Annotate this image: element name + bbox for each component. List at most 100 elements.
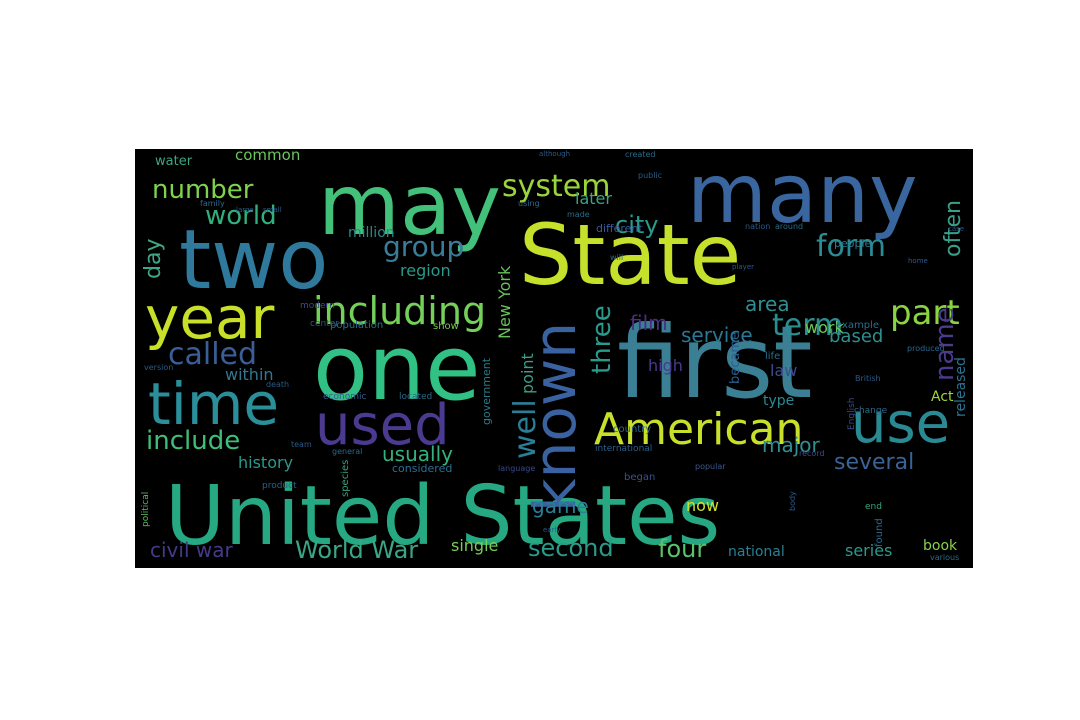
word-new-york: New York bbox=[495, 265, 514, 339]
word-people: people bbox=[834, 237, 872, 250]
word-used: used bbox=[315, 393, 450, 458]
word-record: record bbox=[799, 449, 825, 458]
word-example: example bbox=[836, 320, 879, 331]
word-major: major bbox=[762, 433, 821, 457]
word-case: case bbox=[948, 225, 964, 233]
word-name: name bbox=[930, 307, 960, 381]
word-cloud: United States State first many one two may know… bbox=[135, 149, 973, 568]
word-political: political bbox=[141, 492, 151, 527]
word-around: around bbox=[775, 222, 803, 231]
word-will: will bbox=[610, 253, 623, 262]
word-later: later bbox=[575, 189, 612, 208]
word-various: various bbox=[930, 553, 959, 562]
word-law: law bbox=[770, 361, 797, 380]
word-act: Act bbox=[931, 389, 954, 405]
word-point: point bbox=[518, 353, 537, 394]
word-may: may bbox=[318, 156, 501, 254]
word-early: early bbox=[543, 526, 561, 534]
word-series: series bbox=[845, 541, 892, 560]
word-body: body bbox=[788, 491, 797, 511]
word-common: common bbox=[235, 149, 300, 164]
word-family: family bbox=[200, 199, 225, 208]
word-became: became bbox=[728, 332, 743, 384]
word-usually: usually bbox=[382, 442, 453, 466]
word-city: city bbox=[615, 211, 658, 239]
word-work: work bbox=[805, 318, 844, 337]
word-british: British bbox=[855, 374, 881, 383]
word-game: game bbox=[532, 494, 589, 518]
word-end: end bbox=[865, 502, 882, 512]
word-made: made bbox=[567, 210, 590, 219]
word-species: species bbox=[340, 460, 351, 497]
word-economic: economic bbox=[323, 392, 366, 402]
word-type: type bbox=[763, 393, 794, 409]
word-well: well bbox=[508, 399, 543, 459]
word-nation: nation bbox=[745, 222, 770, 231]
word-three: three bbox=[587, 305, 617, 374]
word-found: found bbox=[874, 518, 885, 547]
word-cloud-background bbox=[135, 149, 973, 568]
word-number: number bbox=[152, 175, 254, 205]
word-small: small bbox=[263, 206, 282, 214]
word-area: area bbox=[745, 292, 790, 316]
word-known: known bbox=[521, 322, 589, 512]
word-considered: considered bbox=[392, 462, 452, 475]
word-group: group bbox=[383, 230, 464, 263]
word-created: created bbox=[625, 150, 655, 159]
word-million: million bbox=[348, 225, 395, 241]
word-general: general bbox=[332, 447, 362, 456]
word-water: water bbox=[155, 154, 193, 169]
word-team: team bbox=[291, 440, 312, 449]
word-term: term bbox=[772, 308, 843, 343]
word-civil-war: civil war bbox=[150, 538, 233, 562]
word-although: although bbox=[539, 150, 570, 158]
word-modern: modern bbox=[300, 301, 335, 311]
word-within: within bbox=[225, 365, 274, 384]
word-death: death bbox=[266, 380, 289, 389]
word-service: service bbox=[681, 323, 753, 347]
word-center: center bbox=[310, 319, 339, 329]
word-include: include bbox=[146, 426, 240, 456]
word-produced: produced bbox=[907, 344, 945, 353]
word-language: language bbox=[498, 464, 535, 473]
word-product: product bbox=[262, 481, 297, 491]
word-public: public bbox=[638, 171, 662, 180]
word-history: history bbox=[238, 453, 293, 472]
word-single: single bbox=[451, 536, 498, 555]
word-country: country bbox=[613, 424, 651, 435]
word-national: national bbox=[728, 544, 785, 560]
word-one: one bbox=[313, 316, 480, 421]
word-region: region bbox=[400, 261, 451, 280]
word-united-states: United States bbox=[165, 469, 720, 564]
word-time: time bbox=[148, 370, 279, 438]
word-released: released bbox=[953, 357, 969, 417]
word-show: show bbox=[433, 321, 459, 332]
word-different: different bbox=[596, 222, 643, 235]
word-world: world bbox=[205, 201, 277, 231]
word-american: American bbox=[594, 404, 803, 455]
word-english: English bbox=[847, 398, 857, 431]
word-began: began bbox=[624, 472, 655, 483]
word-high: high bbox=[648, 356, 683, 375]
word-population: population bbox=[330, 320, 383, 331]
word-large: large bbox=[236, 206, 254, 214]
word-based: based bbox=[829, 326, 883, 347]
word-two: two bbox=[179, 213, 328, 308]
word-change: change bbox=[854, 406, 888, 416]
word-version: version bbox=[144, 363, 173, 372]
word-book: book bbox=[923, 538, 958, 554]
word-use: use bbox=[851, 391, 950, 456]
word-home: home bbox=[908, 257, 928, 265]
word-state: State bbox=[519, 206, 741, 304]
word-many: many bbox=[687, 149, 918, 242]
word-located: located bbox=[399, 392, 432, 402]
word-called: called bbox=[168, 337, 257, 372]
word-popular: popular bbox=[695, 462, 726, 471]
word-part: part bbox=[890, 293, 960, 333]
word-government: government bbox=[480, 357, 493, 425]
word-year: year bbox=[145, 284, 275, 352]
word-four: four bbox=[658, 535, 706, 563]
word-system: system bbox=[502, 169, 610, 204]
word-often: often bbox=[941, 200, 966, 257]
